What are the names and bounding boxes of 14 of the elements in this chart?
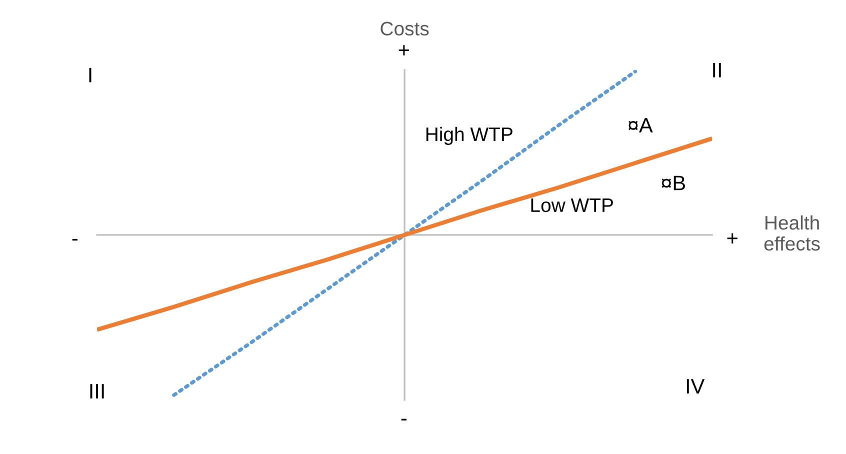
- text: II: [713, 62, 721, 78]
- annotation: ¤B: [662, 176, 685, 190]
- x-axis-title: Health effects: [764, 215, 820, 251]
- annotation: ¤A: [628, 118, 653, 132]
- y-axis-title: Costs: [380, 22, 429, 36]
- text: +: [727, 233, 738, 244]
- annotation: IV: [686, 379, 705, 394]
- annotation: III: [90, 384, 104, 398]
- text: I: [89, 68, 92, 82]
- series-label: Low WTP: [531, 198, 613, 212]
- text: -: [401, 418, 406, 420]
- series-label: High WTP: [426, 126, 512, 145]
- text: +: [398, 45, 409, 56]
- text: -: [72, 238, 78, 241]
